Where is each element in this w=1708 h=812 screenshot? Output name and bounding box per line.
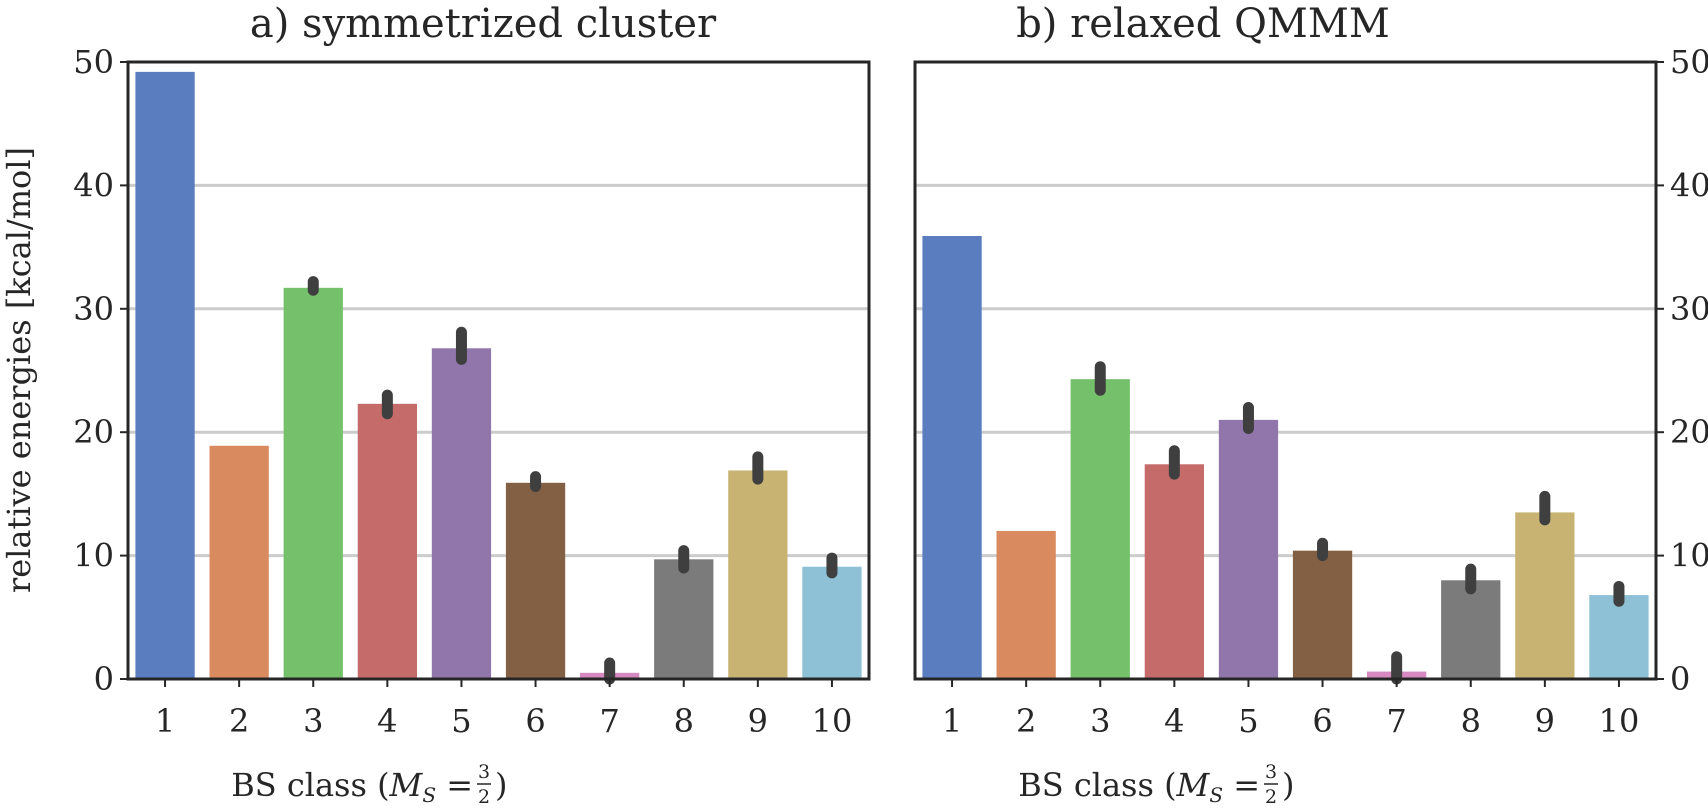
- panel-a-frame: [126, 60, 871, 681]
- panel-b-x-tick-label-10: 10: [1599, 702, 1640, 740]
- panel-b-xlabel-suffix: ): [1282, 766, 1294, 804]
- panel-b-x-tick-label-2: 2: [1016, 702, 1036, 740]
- panel-b-y-tick-label: 0: [1670, 660, 1690, 698]
- panel-a-y-tick-label: 0: [94, 660, 114, 698]
- panel-a-bar-1: [135, 71, 195, 679]
- svg-text:BS class (MS =: BS class (MS =: [231, 766, 473, 807]
- panel-a-xlabel-eq: =: [436, 766, 473, 804]
- panel-b-xlabel-var: M: [1176, 766, 1211, 804]
- panel-a-y-tick-label: 10: [73, 537, 114, 575]
- panel-b-x-tick-label-5: 5: [1238, 702, 1258, 740]
- panel-b-xlabel: BS class (MS = 3 2 ): [1018, 761, 1294, 808]
- panel-b-x-tick-label-3: 3: [1090, 702, 1110, 740]
- panel-a-xlabel-prefix: BS class (: [231, 766, 389, 804]
- panel-b-y-tick-label: 10: [1670, 537, 1708, 575]
- panel-b-x-tick-label-6: 6: [1312, 702, 1332, 740]
- panel-a: a) symmetrized cluster 1 2 3 4 5 6 7 8 9 10 01020…: [0, 1, 871, 808]
- panel-a-y-tick-label: 50: [73, 43, 114, 81]
- panel-a-bar-9: [728, 470, 788, 679]
- panel-b-x-ticks: 1 2 3 4 5 6 7 8 9 10: [942, 679, 1639, 740]
- panel-b-bar-5: [1218, 419, 1279, 679]
- panel-b-xlabel-prefix: BS class (: [1018, 766, 1176, 804]
- panel-a-x-tick-label-7: 7: [599, 702, 619, 740]
- panel-a-xlabel: BS class (MS = 3 2 ): [231, 761, 507, 808]
- panel-b-bar-3: [1070, 379, 1130, 679]
- panel-b-bar-2: [996, 530, 1056, 679]
- panel-b-bars: [922, 235, 1649, 679]
- panel-a-xlabel-sub: S: [422, 783, 436, 807]
- panel-b-xlabel-frac-num: 3: [1265, 761, 1277, 783]
- panel-b-y-tick-label: 40: [1670, 166, 1708, 204]
- panel-b-y-tick-label: 20: [1670, 413, 1708, 451]
- panel-b-bar-9: [1515, 512, 1575, 679]
- panel-a-x-tick-label-2: 2: [229, 702, 249, 740]
- panel-b-error-bars: [1094, 361, 1625, 685]
- panel-a-x-ticks: 1 2 3 4 5 6 7 8 9 10: [155, 679, 852, 740]
- panel-b-y-tick-label: 30: [1670, 290, 1708, 328]
- panel-b-xlabel-sub: S: [1209, 783, 1223, 807]
- panel-a-y-ticks: 0 10 20 30 40 50: [73, 43, 128, 698]
- panel-b-title: b) relaxed QMMM: [1016, 1, 1390, 47]
- panel-a-xlabel-var: M: [389, 766, 424, 804]
- panel-b-y-ticks: 0 10 20 30 40 50: [1656, 43, 1708, 698]
- panel-a-y-tick-label: 20: [73, 413, 114, 451]
- panel-a-bar-10: [802, 566, 862, 679]
- panel-a-xlabel-suffix: ): [495, 766, 507, 804]
- panel-a-x-tick-label-3: 3: [303, 702, 323, 740]
- panel-b-bar-6: [1292, 550, 1353, 679]
- panel-b-bar-4: [1144, 464, 1204, 679]
- panel-b-x-tick-label-8: 8: [1461, 702, 1481, 740]
- panel-a-bar-3: [283, 287, 343, 679]
- panel-b-xlabel-eq: =: [1223, 766, 1260, 804]
- panel-b-x-tick-label-9: 9: [1535, 702, 1555, 740]
- panel-a-bar-5: [431, 348, 492, 679]
- panel-a-error-bars: [307, 276, 838, 685]
- panel-a-x-tick-label-4: 4: [377, 702, 397, 740]
- panel-a-x-tick-label-1: 1: [155, 702, 175, 740]
- panel-a-y-tick-label: 40: [73, 166, 114, 204]
- panel-a-bars: [135, 71, 862, 679]
- panel-b-frame: [913, 60, 1658, 681]
- panel-a-x-tick-label-6: 6: [525, 702, 545, 740]
- panel-a-bar-8: [654, 559, 714, 679]
- panel-a-x-tick-label-8: 8: [674, 702, 694, 740]
- panel-b-bar-1: [922, 235, 982, 679]
- panel-b-x-tick-label-1: 1: [942, 702, 962, 740]
- panel-b-bar-10: [1589, 595, 1649, 679]
- panel-b-bar-8: [1441, 580, 1501, 679]
- panel-a-x-tick-label-10: 10: [812, 702, 853, 740]
- panel-a-x-tick-label-9: 9: [748, 702, 768, 740]
- panel-a-bar-4: [357, 403, 417, 679]
- panel-a-title: a) symmetrized cluster: [250, 1, 717, 47]
- panel-a-bar-6: [505, 482, 566, 679]
- panel-b-x-tick-label-7: 7: [1386, 702, 1406, 740]
- panel-a-ylabel: relative energies [kcal/mol]: [0, 147, 38, 593]
- svg-text:BS class (MS =: BS class (MS =: [1018, 766, 1260, 807]
- panel-a-x-tick-label-5: 5: [451, 702, 471, 740]
- panel-b-y-tick-label: 50: [1670, 43, 1708, 81]
- panel-b-xlabel-frac-den: 2: [1265, 786, 1277, 808]
- panel-a-bar-2: [209, 445, 269, 679]
- panel-b: b) relaxed QMMM 1 2 3 4 5 6 7 8 9 10 01020304050 …: [913, 1, 1708, 808]
- panel-a-y-tick-label: 30: [73, 290, 114, 328]
- panel-b-x-tick-label-4: 4: [1164, 702, 1184, 740]
- panel-a-xlabel-frac-den: 2: [478, 786, 490, 808]
- panel-a-xlabel-frac-num: 3: [478, 761, 490, 783]
